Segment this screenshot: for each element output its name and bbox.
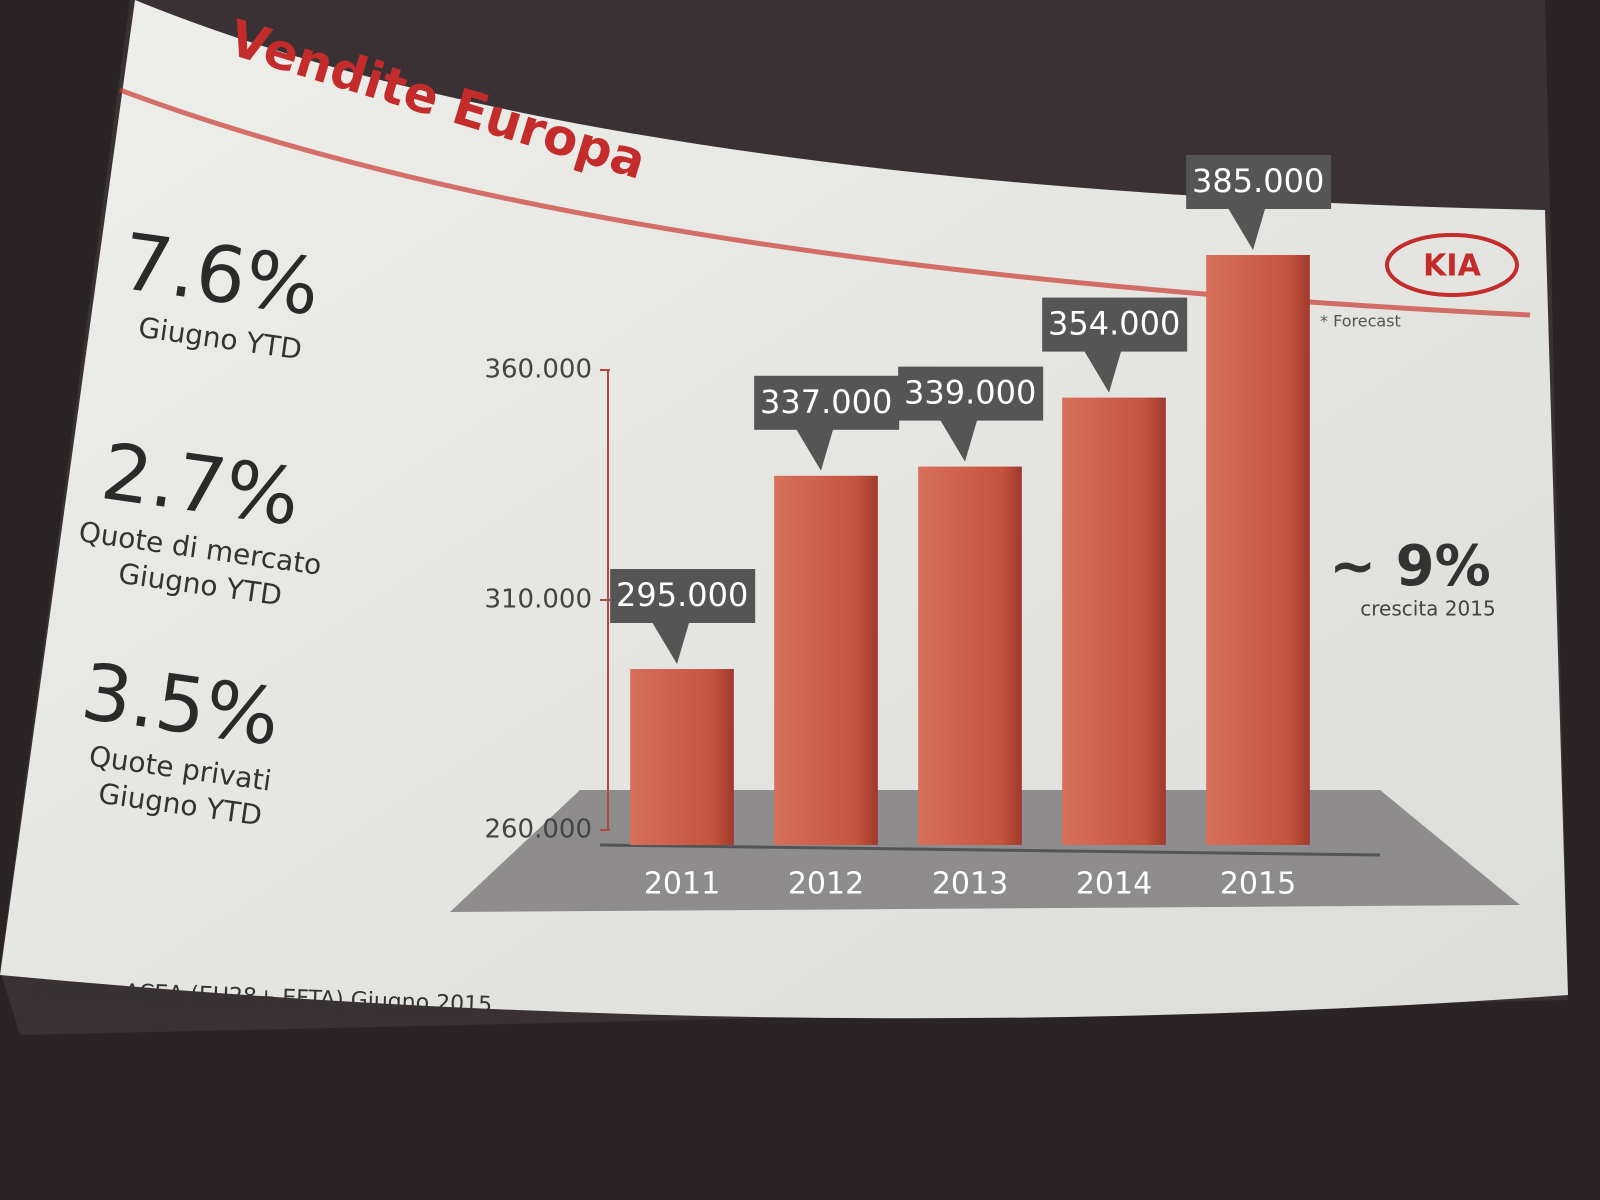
x-tick-label: 2015 <box>1220 867 1296 902</box>
value-label-box <box>610 569 756 623</box>
bar <box>1062 397 1166 845</box>
bar <box>918 466 1022 845</box>
callout-pointer <box>794 425 835 471</box>
value-label: 339.000 <box>904 374 1036 412</box>
bar <box>774 475 878 845</box>
x-tick-label: 2012 <box>788 867 864 902</box>
value-label-box <box>1042 297 1188 352</box>
value-label-box <box>754 375 900 430</box>
y-tick-label: 260.000 <box>484 815 592 845</box>
value-label: 354.000 <box>1048 305 1180 343</box>
callout-pointer <box>1226 205 1267 250</box>
bar <box>630 669 734 845</box>
value-label: 337.000 <box>760 383 892 421</box>
value-label: 295.000 <box>616 576 748 614</box>
x-tick-label: 2011 <box>644 867 720 902</box>
callout-pointer <box>1082 347 1123 393</box>
growth-label: crescita 2015 <box>1360 597 1495 621</box>
y-tick-label: 360.000 <box>484 355 592 385</box>
forecast-note: * Forecast <box>1320 312 1401 331</box>
logo: KIA <box>1423 249 1481 284</box>
x-tick-label: 2013 <box>932 867 1008 902</box>
callout-pointer <box>650 619 691 664</box>
value-label-box <box>898 366 1044 421</box>
callout-pointer <box>938 416 979 462</box>
logo-ring <box>1385 233 1519 297</box>
value-label-box <box>1186 155 1332 209</box>
growth-value: ~ 9% <box>1329 534 1491 599</box>
baseline <box>599 843 1381 857</box>
value-label: 385.000 <box>1192 162 1324 200</box>
y-tick-label: 310.000 <box>484 585 592 615</box>
bar <box>1206 255 1310 845</box>
x-tick-label: 2014 <box>1076 867 1152 902</box>
